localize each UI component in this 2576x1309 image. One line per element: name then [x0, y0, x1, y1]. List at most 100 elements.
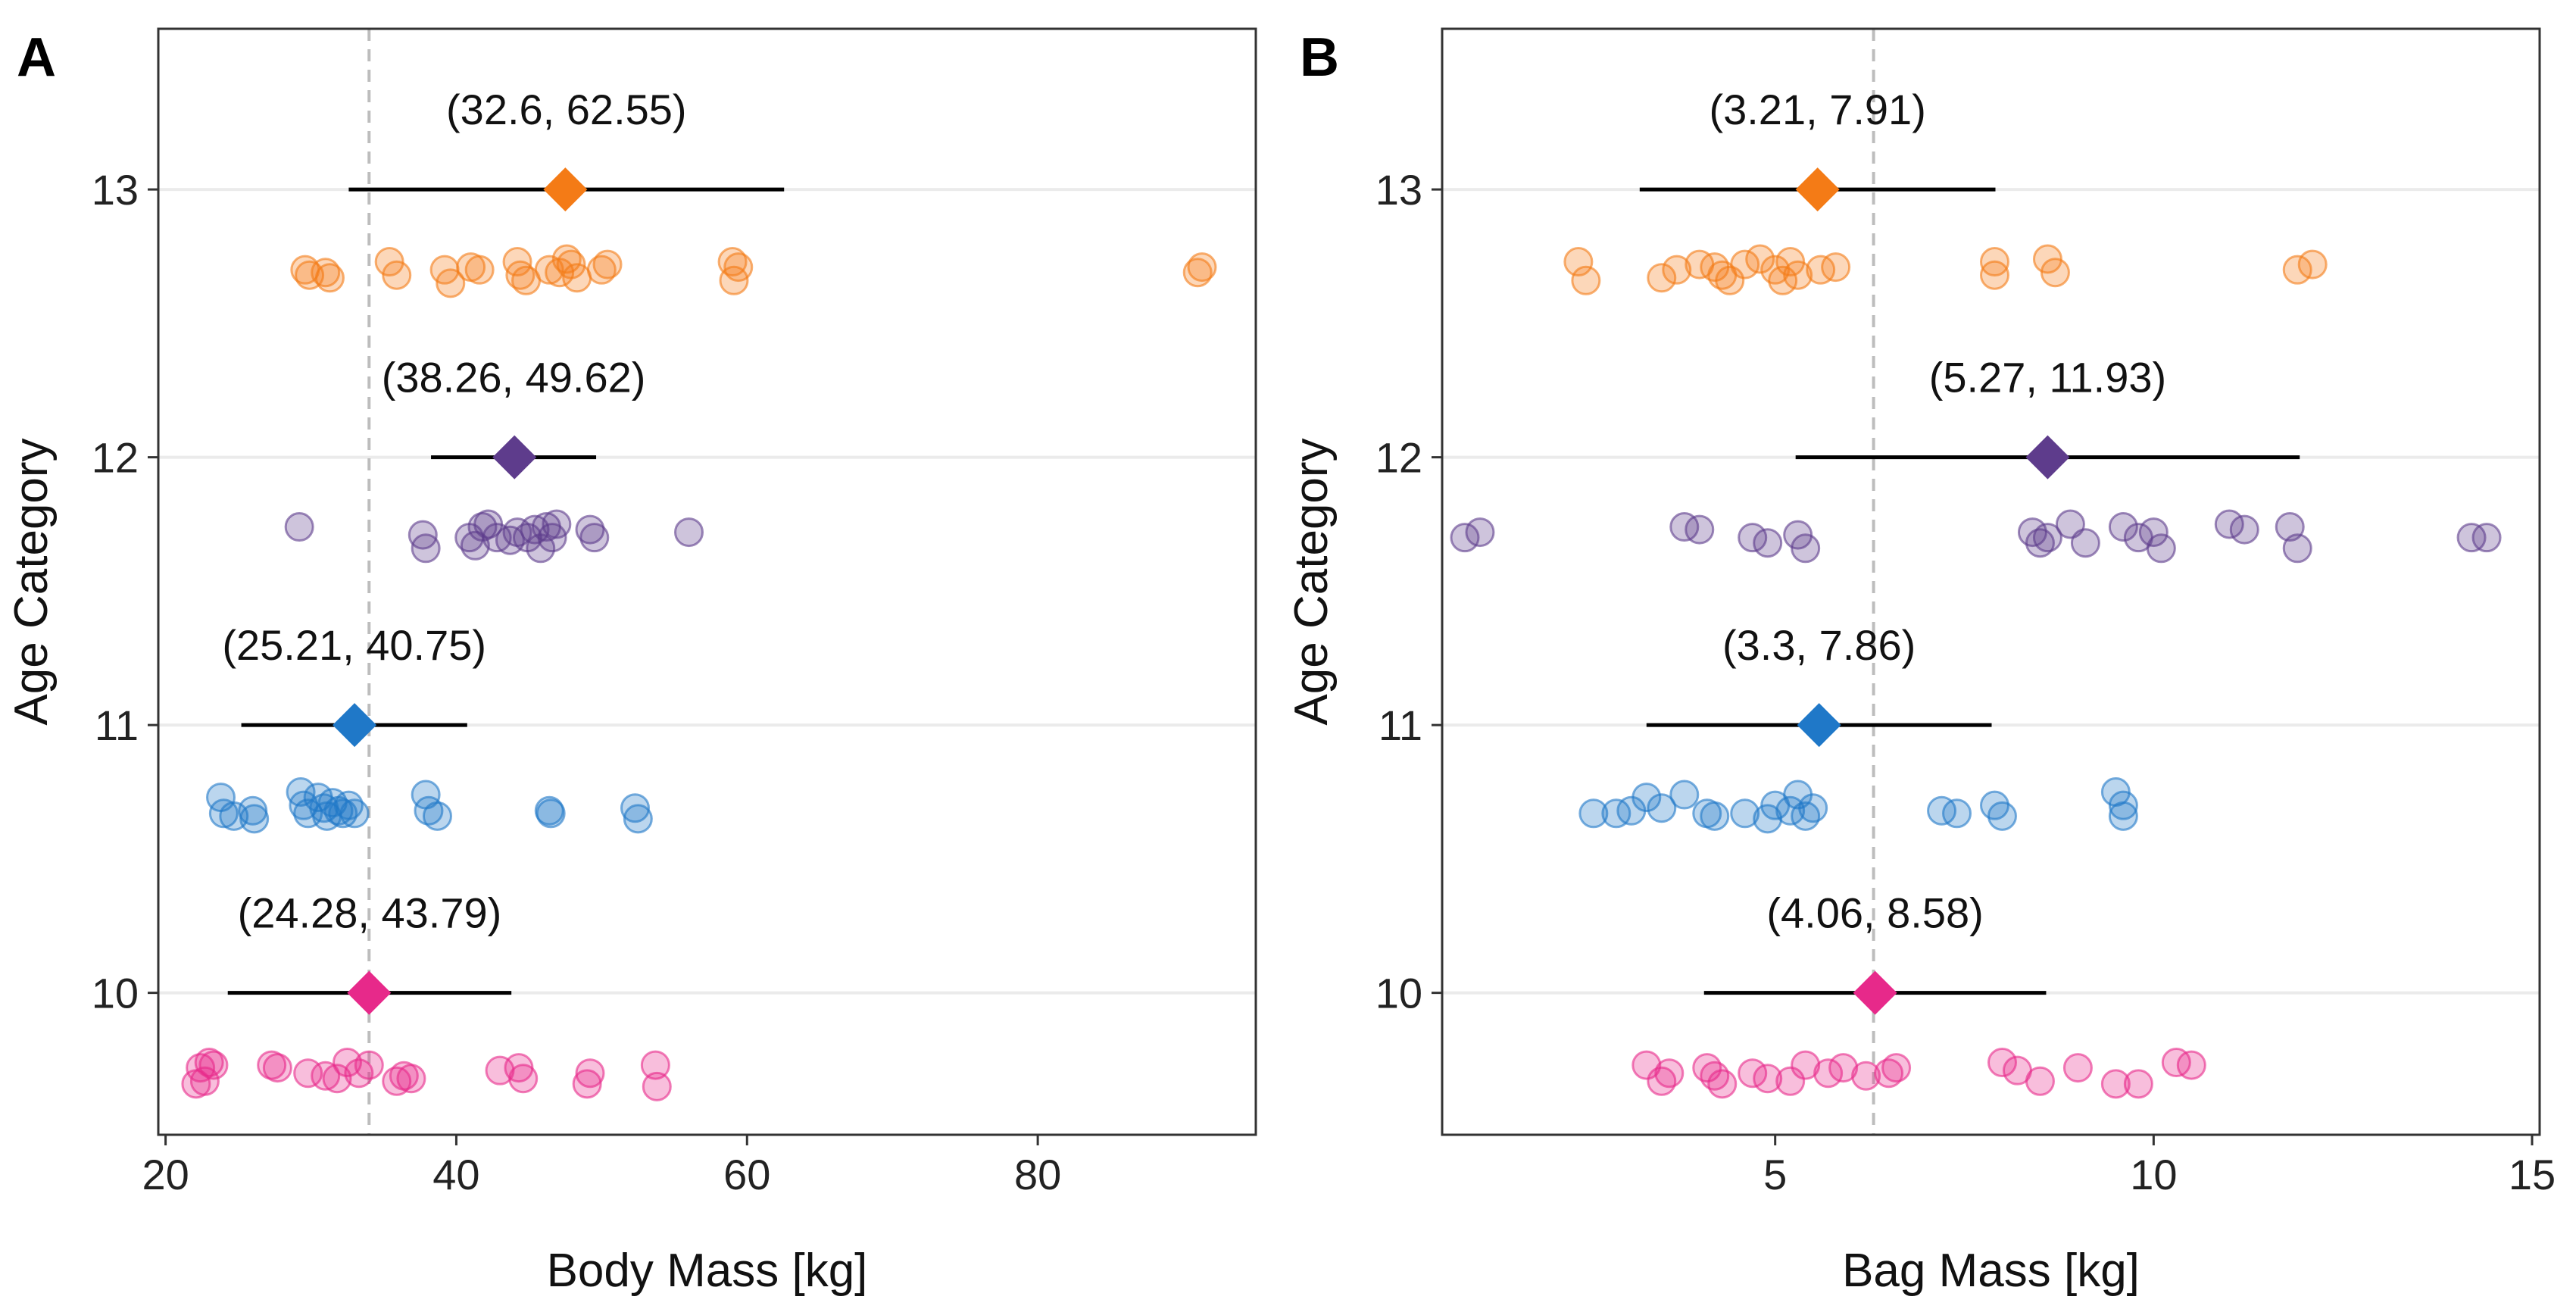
plot-area [1442, 29, 2540, 1135]
interval-label: (3.21, 7.91) [1709, 86, 1925, 133]
data-point [1631, 1050, 1662, 1080]
mean-diamond [492, 435, 537, 480]
interval-label: (3.3, 7.86) [1722, 621, 1916, 669]
data-point [534, 255, 564, 285]
data-point [262, 1053, 292, 1083]
data-point [1647, 793, 1677, 823]
mean-diamond [1797, 703, 1841, 748]
data-point [1783, 260, 1813, 290]
x-tick-label: 80 [1014, 1151, 1061, 1198]
x-tick-label: 5 [1763, 1151, 1787, 1198]
data-point [1775, 1066, 1806, 1096]
mean-diamond [347, 970, 392, 1015]
y-tick-label: 12 [92, 434, 139, 482]
data-point [1662, 255, 1692, 285]
data-point [1571, 265, 1601, 295]
x-axis-title: Body Mass [kg] [547, 1245, 868, 1297]
interval-label: (4.06, 8.58) [1766, 889, 1983, 937]
data-point [520, 514, 550, 545]
data-point [575, 514, 605, 545]
data-point [1798, 793, 1828, 823]
series-age-11: (3.3, 7.86) [1578, 621, 2138, 834]
data-point [1631, 783, 1662, 813]
interval-label: (38.26, 49.62) [382, 354, 646, 401]
data-point [1828, 1053, 1859, 1083]
series-age-12: (5.27, 11.93) [1450, 354, 2502, 564]
data-point [640, 1050, 670, 1080]
panel-border [1441, 27, 2541, 1136]
panel-label: A [17, 27, 56, 88]
data-point [551, 244, 582, 274]
series-age-10: (24.28, 43.79) [181, 889, 672, 1101]
data-point [2138, 517, 2169, 548]
data-point [1707, 1069, 1738, 1099]
series-age-11: (25.21, 40.75) [206, 621, 653, 834]
interval-label: (5.27, 11.93) [1929, 354, 2166, 401]
mean-diamond [333, 703, 377, 748]
data-point [579, 523, 610, 553]
data-point [2146, 533, 2176, 564]
data-point [2025, 1066, 2055, 1096]
data-point [572, 1069, 602, 1099]
y-axis-title: Age Category [5, 438, 58, 725]
data-point [535, 798, 566, 829]
data-point [2282, 533, 2312, 564]
data-point [1730, 798, 1760, 829]
data-point [623, 804, 653, 834]
data-point [1979, 260, 2009, 290]
x-axis-title: Bag Mass [kg] [1842, 1245, 2140, 1297]
data-point [464, 255, 495, 285]
data-point [332, 1048, 362, 1078]
data-point [2070, 528, 2100, 558]
data-point [562, 263, 592, 293]
data-point [2108, 790, 2138, 820]
data-point [2123, 1069, 2153, 1099]
series-age-13: (32.6, 62.55) [290, 86, 1217, 298]
data-point [2032, 523, 2062, 553]
data-point [542, 509, 572, 539]
data-point [575, 1058, 605, 1089]
data-point [354, 1050, 384, 1080]
data-point [322, 1064, 352, 1094]
data-point [1851, 1061, 1881, 1091]
panel-a: (24.28, 43.79) (25.21, 40.75) (38.26, 49.6… [5, 27, 1257, 1297]
mean-diamond [543, 167, 588, 212]
x-tick-label: 60 [723, 1151, 770, 1198]
panel-b: (4.06, 8.58) (3.3, 7.86) (5.27, 11.93) (3.2… [1285, 27, 2556, 1297]
data-point [1791, 1050, 1821, 1080]
data-point [2297, 249, 2328, 280]
data-point [1465, 517, 1495, 548]
data-point [339, 798, 370, 829]
data-point [2040, 258, 2070, 288]
interval-label: (25.21, 40.75) [222, 621, 486, 669]
data-point [1685, 514, 1715, 545]
data-point [642, 1071, 672, 1101]
x-tick-label: 15 [2509, 1151, 2556, 1198]
interval-label: (24.28, 43.79) [238, 889, 502, 937]
data-point [674, 517, 704, 548]
data-point [1942, 798, 1972, 829]
mean-diamond [1795, 167, 1840, 212]
data-point [1182, 258, 1213, 288]
panel-border [157, 27, 1257, 1136]
data-point [1578, 798, 1609, 829]
data-point [1700, 801, 1730, 831]
data-point [2100, 1069, 2131, 1099]
data-point [436, 268, 466, 298]
data-point [2456, 523, 2487, 553]
series-age-12: (38.26, 49.62) [284, 354, 704, 564]
data-point [1987, 801, 2017, 831]
data-point [1791, 533, 1821, 564]
data-point [208, 798, 239, 829]
data-point [508, 1064, 539, 1094]
x-tick-label: 10 [2130, 1151, 2177, 1198]
data-point [284, 512, 314, 542]
data-point [422, 801, 452, 831]
data-point [198, 1050, 229, 1080]
y-tick-label: 13 [92, 166, 139, 214]
y-tick-label: 10 [92, 970, 139, 1017]
plot-area [158, 29, 1256, 1135]
data-point [2176, 1050, 2206, 1080]
interval-label: (32.6, 62.55) [446, 86, 687, 133]
